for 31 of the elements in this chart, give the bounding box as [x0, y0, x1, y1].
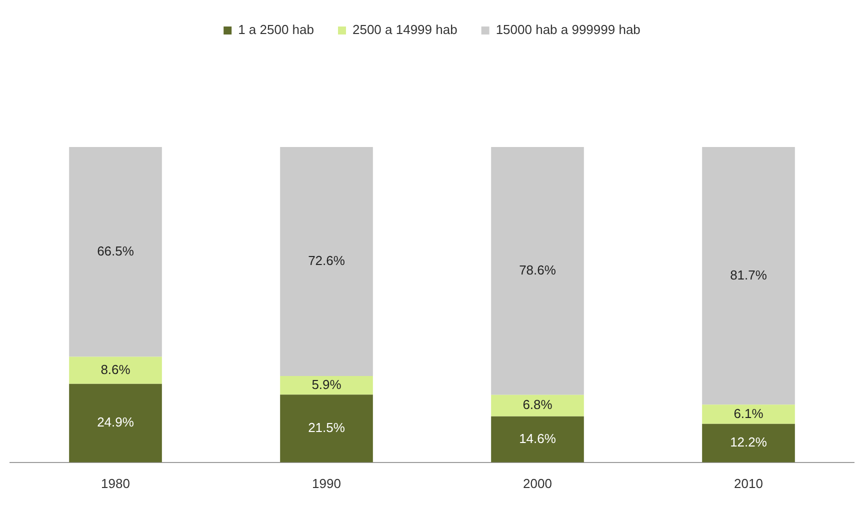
data-label: 21.5% [308, 420, 346, 436]
bar [702, 404, 795, 424]
bar [69, 384, 162, 462]
legend-label: 2500 a 14999 hab [352, 22, 458, 38]
data-label: 78.6% [519, 262, 556, 278]
bar [491, 394, 584, 416]
data-label: 66.5% [97, 243, 134, 258]
bar [702, 424, 795, 462]
data-label: 12.2% [730, 434, 768, 450]
bar [491, 416, 584, 462]
data-label: 5.9% [312, 376, 342, 392]
legend-label: 1 a 2500 hab [238, 22, 314, 38]
x-tick-label: 1980 [101, 476, 130, 491]
data-label: 81.7% [730, 267, 768, 282]
data-label: 8.6% [100, 362, 131, 377]
bar [280, 394, 373, 462]
bar [702, 147, 795, 405]
bar [280, 376, 373, 395]
bar [69, 147, 162, 357]
x-tick-label: 1990 [312, 476, 341, 491]
data-label: 24.9% [97, 414, 134, 430]
bar [491, 147, 584, 395]
bar [69, 356, 162, 384]
bar [280, 147, 373, 376]
data-label: 6.1% [734, 406, 764, 421]
legend-label: 15000 hab a 999999 hab [496, 22, 640, 38]
data-label: 72.6% [308, 253, 346, 268]
data-label: 14.6% [519, 430, 556, 446]
x-tick-label: 2000 [523, 476, 552, 491]
x-tick-label: 2010 [734, 476, 763, 491]
data-label: 6.8% [522, 397, 553, 412]
